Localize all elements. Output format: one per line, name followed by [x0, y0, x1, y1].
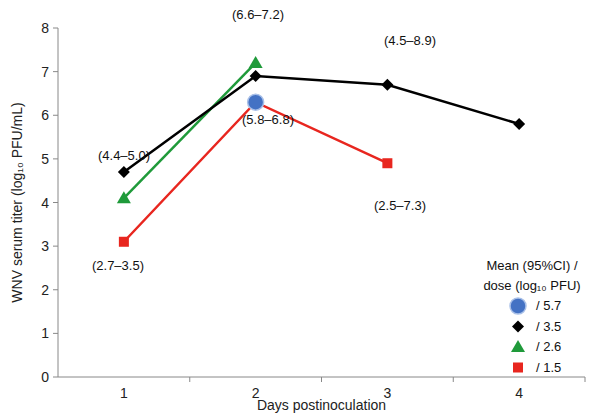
- y-tick-label: 3: [41, 238, 49, 254]
- x-tick: [585, 377, 586, 382]
- y-tick: [53, 246, 58, 247]
- y-tick-label: 1: [41, 325, 49, 341]
- y-tick: [53, 289, 58, 290]
- x-tick-label: 4: [515, 385, 523, 401]
- legend-title-line: dose (log₁₀ PFU): [483, 278, 580, 293]
- series-line: [124, 76, 519, 172]
- legend-marker: [510, 298, 526, 314]
- legend-marker: [513, 363, 523, 373]
- data-point: [119, 237, 129, 247]
- data-point: [382, 158, 392, 168]
- data-point: [117, 191, 131, 203]
- annotation: (4.5–8.9): [384, 33, 436, 48]
- legend-label: / 5.7: [536, 298, 561, 313]
- annotation: (4.4–5.0): [98, 148, 150, 163]
- y-tick: [53, 377, 58, 378]
- data-point: [118, 166, 130, 178]
- y-tick-label: 7: [41, 64, 49, 80]
- legend-title: Mean (95%CI) / dose (log₁₀ PFU): [483, 258, 580, 293]
- series-line: [124, 63, 256, 198]
- annotation: (5.8–6.8): [242, 112, 294, 127]
- data-point: [513, 118, 525, 130]
- y-tick: [53, 333, 58, 334]
- y-tick: [53, 158, 58, 159]
- plot-area: [117, 56, 525, 247]
- chart: 0123456781234Days postinoculationWNV ser…: [0, 0, 600, 416]
- y-tick: [53, 202, 58, 203]
- x-tick: [321, 377, 322, 382]
- data-point: [248, 94, 264, 110]
- legend-label: / 2.6: [536, 339, 561, 354]
- data-point: [381, 79, 393, 91]
- legend-label: / 1.5: [536, 360, 561, 375]
- x-axis-label: Days postinoculation: [257, 397, 386, 413]
- data-point: [249, 56, 263, 68]
- y-tick-label: 4: [41, 195, 49, 211]
- y-tick-label: 0: [41, 369, 49, 385]
- y-tick: [53, 115, 58, 116]
- series-line: [124, 102, 388, 242]
- legend-marker: [511, 340, 525, 352]
- annotation: (2.7–3.5): [92, 258, 144, 273]
- x-tick: [453, 377, 454, 382]
- annotation: (6.6–7.2): [232, 7, 284, 22]
- y-tick-label: 6: [41, 107, 49, 123]
- y-tick-label: 5: [41, 151, 49, 167]
- legend-marker: [512, 321, 524, 333]
- legend-label: / 3.5: [536, 319, 561, 334]
- y-axis-label: WNV serum titer (log₁₀ PFU/mL): [9, 102, 25, 302]
- x-tick: [189, 377, 190, 382]
- y-tick: [53, 71, 58, 72]
- annotation: (2.5–7.3): [374, 198, 426, 213]
- y-tick: [53, 28, 58, 29]
- y-tick-label: 2: [41, 282, 49, 298]
- y-tick-label: 8: [41, 20, 49, 36]
- legend-title-line: Mean (95%CI) /: [486, 258, 577, 273]
- x-tick-label: 1: [120, 385, 128, 401]
- data-point: [250, 70, 262, 82]
